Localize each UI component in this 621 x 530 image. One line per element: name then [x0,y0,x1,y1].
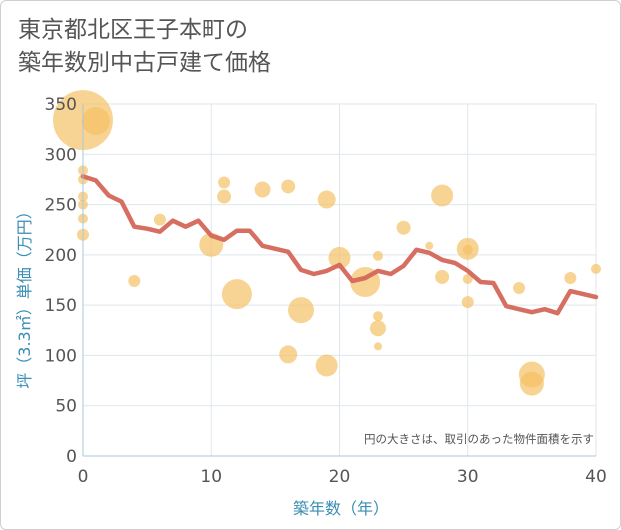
average-line-layer [80,174,599,316]
bubble-point [279,345,298,364]
y-tick-label: 0 [66,447,77,467]
bubble-point [396,220,411,235]
y-axis-label: 坪（3.3㎡）単価（万円） [15,203,34,388]
bubble-point [217,189,232,204]
bubble-point [462,244,473,255]
bubble-point [128,275,141,288]
bubble-point [153,213,166,226]
tick-labels: 0 50 100 150 200 250 300 350 0 10 20 30 40 [45,95,607,487]
bubble-point [369,320,386,337]
bubble-layer [53,90,601,396]
x-axis-label: 築年数（年） [293,499,389,518]
bubble-point [372,250,383,261]
x-tick-label: 10 [200,467,222,487]
bubble-point [431,184,454,207]
bubble-point [373,342,382,351]
bubble-point [81,107,110,136]
bubble-point [425,241,434,250]
bubble-point [254,181,271,198]
y-tick-label: 300 [45,145,77,165]
chart-title-line1: 東京都北区王子本町の [18,17,248,43]
average-price-line [80,174,599,316]
x-tick-label: 0 [78,467,89,487]
bubble-point [519,371,544,396]
chart-title: 東京都北区王子本町の 築年数別中古戸建て価格 [18,14,271,80]
bubble-point [564,271,577,284]
bubble-point [281,179,296,194]
y-tick-label: 350 [45,95,77,115]
y-tick-label: 100 [45,346,77,366]
bubble-point [288,297,315,324]
bubble-point [328,246,351,269]
bubble-point [461,296,474,309]
bubble-size-note: 円の大きさは、取引のあった物件面積を示す [364,432,594,446]
y-tick-label: 50 [55,397,77,417]
bubble-point [317,190,336,209]
bubble-point [435,269,450,284]
axes [82,104,596,457]
bubble-point [221,279,252,310]
y-tick-label: 200 [45,246,77,266]
bubble-point [591,263,601,274]
bubble-point [315,354,338,377]
bubble-point [513,282,526,295]
bubble-point [462,273,473,284]
x-tick-label: 40 [585,467,607,487]
y-tick-label: 150 [45,296,77,316]
bubble-point [372,311,383,322]
chart-title-line2: 築年数別中古戸建て価格 [18,50,271,76]
bubble-point [218,176,231,189]
x-tick-label: 30 [457,467,479,487]
y-tick-label: 250 [45,196,77,216]
grid [83,103,597,456]
x-tick-label: 20 [329,467,351,487]
